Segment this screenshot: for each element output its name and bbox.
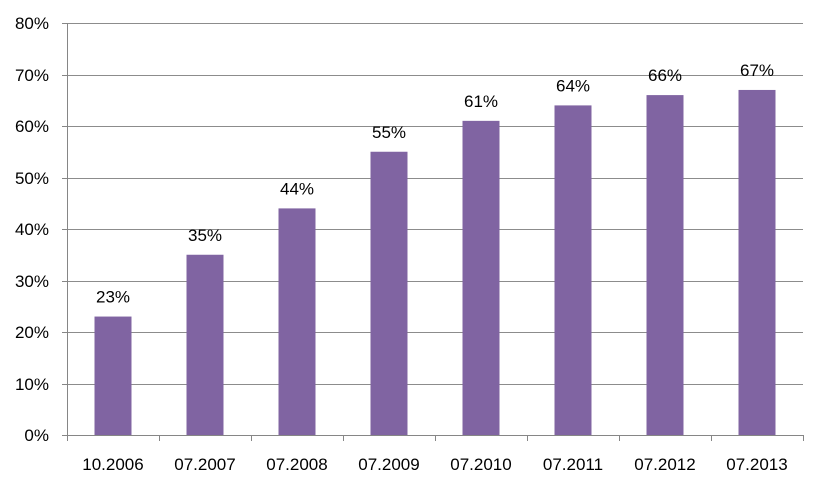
data-label: 44%: [280, 179, 314, 198]
x-axis-tick-labels: 10.2006 07.2007 07.2008 07.2009 07.2010 07.20…: [82, 455, 787, 474]
gridlines: [67, 23, 803, 385]
data-label: 66%: [648, 66, 682, 85]
y-axis-tick-labels: 0% 10% 20% 30% 40% 50% 60% 70% 80%: [15, 14, 49, 445]
data-label: 23%: [96, 288, 130, 307]
bar: [462, 120, 500, 435]
y-tick-label: 30%: [15, 272, 49, 291]
x-tick-label: 07.2009: [358, 455, 419, 474]
y-tick-label: 20%: [15, 323, 49, 342]
y-tick-label: 50%: [15, 169, 49, 188]
bars: [94, 89, 776, 436]
x-tick-label: 07.2013: [726, 455, 787, 474]
data-label: 35%: [188, 226, 222, 245]
x-tick-label: 07.2010: [450, 455, 511, 474]
bar: [94, 316, 132, 435]
y-tick-label: 0%: [24, 426, 49, 445]
y-tick-label: 70%: [15, 66, 49, 85]
axes: [62, 23, 804, 441]
bar: [370, 151, 408, 435]
data-label: 64%: [556, 76, 590, 95]
bar: [646, 95, 684, 435]
data-label: 61%: [464, 92, 498, 111]
x-tick-label: 07.2008: [266, 455, 327, 474]
bar: [554, 105, 592, 436]
y-tick-label: 10%: [15, 375, 49, 394]
y-tick-label: 60%: [15, 117, 49, 136]
x-tick-label: 10.2006: [82, 455, 143, 474]
y-tick-label: 80%: [15, 14, 49, 33]
data-label: 67%: [740, 61, 774, 80]
data-labels: 23% 35% 44% 55% 61% 64% 66% 67%: [96, 61, 774, 307]
x-tick-label: 07.2011: [543, 455, 603, 474]
bar: [186, 254, 224, 435]
data-label: 55%: [372, 123, 406, 142]
bar: [278, 208, 316, 435]
bar: [738, 89, 776, 435]
x-tick-label: 07.2007: [174, 455, 235, 474]
x-tick-label: 07.2012: [634, 455, 695, 474]
y-tick-label: 40%: [15, 220, 49, 239]
